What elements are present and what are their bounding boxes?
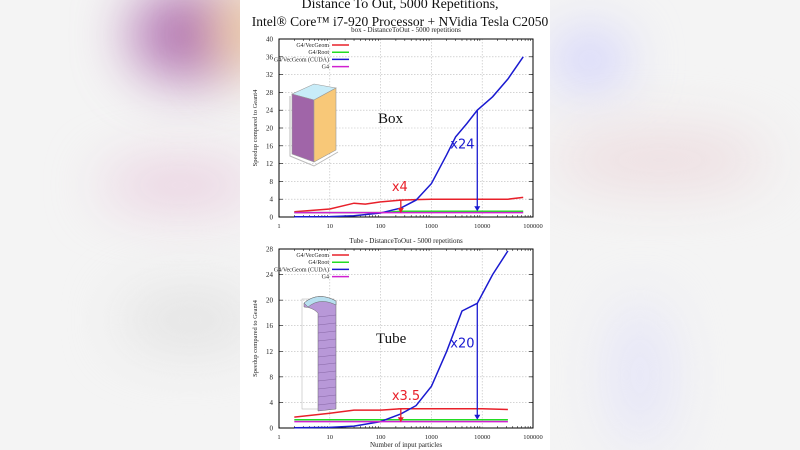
box-axes — [289, 96, 339, 167]
speedup-annotation: x20 — [450, 337, 474, 352]
y-tick-label: 4 — [270, 196, 274, 204]
plot-frame — [278, 248, 534, 429]
tube-mesh-line — [317, 370, 337, 374]
y-tick-label: 8 — [270, 373, 274, 381]
x-tick-label: 10000 — [474, 434, 490, 441]
x-tick-label: 1000 — [425, 434, 438, 441]
bg-blob-pink — [100, 165, 260, 205]
legend-label: G4 — [322, 65, 329, 71]
y-tick-label: 8 — [270, 178, 274, 186]
tube-mesh-line — [317, 386, 337, 390]
y-tick-label: 32 — [266, 71, 274, 79]
slide-title-line2: Intel® Core™ i7-920 Processor + NVidia T… — [251, 14, 549, 29]
box-front-face — [291, 93, 315, 163]
y-tick-label: 16 — [266, 142, 274, 150]
y-tick-label: 24 — [266, 107, 274, 115]
y-tick-label: 12 — [266, 160, 274, 168]
tube-mesh-line — [317, 394, 337, 398]
x-tick-label: 100 — [376, 434, 386, 441]
legend-label: G4/VecGeom — [296, 253, 329, 259]
shape-label: Box — [378, 111, 404, 127]
box-side-face — [313, 87, 337, 163]
tube-body — [303, 296, 337, 412]
box-chart: box - DistanceToOut - 5000 repetitions 0 4… — [252, 26, 543, 230]
legend-label: G4/Root — [308, 260, 329, 266]
tube-top — [303, 296, 337, 308]
tube-mesh-line — [317, 338, 337, 342]
chart-title: Tube - DistanceToOut - 5000 repetitions — [349, 237, 463, 245]
legend-label: G4/VecGeom — [296, 43, 329, 49]
tube-mesh-line — [317, 330, 337, 334]
bg-blob-rose — [550, 130, 770, 190]
x-tick-label: 1 — [277, 223, 280, 230]
y-tick-label: 12 — [266, 348, 274, 356]
bg-blob-gray — [120, 290, 260, 350]
tube-chart: Tube - DistanceToOut - 5000 repetitions 0… — [252, 237, 543, 449]
y-axis-label: Speedup compared to Geant4 — [252, 299, 259, 376]
tube-mesh-line — [317, 354, 337, 358]
x-tick-label: 100000 — [523, 223, 543, 230]
x-tick-label: 100 — [376, 223, 386, 230]
x-axis-label: Number of input particles — [370, 441, 442, 449]
y-tick-label: 28 — [266, 246, 274, 254]
x-tick-label: 10 — [327, 434, 334, 441]
slide-panel — [240, 0, 550, 450]
y-tick-label: 28 — [266, 89, 274, 97]
legend-label: G4 — [322, 275, 329, 281]
x-tick-label: 1 — [277, 434, 280, 441]
y-tick-label: 20 — [266, 297, 274, 305]
shape-label: Tube — [376, 331, 407, 347]
legend-label: G4/Root — [308, 50, 329, 56]
x-tick-label: 1000 — [425, 223, 438, 230]
speedup-annotation: x24 — [450, 138, 474, 153]
legend-label: G4/VecGeom (CUDA) — [274, 56, 329, 63]
bg-blob-blue — [555, 35, 625, 85]
tube-solid-image — [301, 296, 337, 412]
series-line-g4-vecgeom — [294, 408, 508, 418]
legend-label: G4/VecGeom (CUDA) — [274, 266, 329, 273]
tube-mesh-line — [317, 378, 337, 382]
chart-title: box - DistanceToOut - 5000 repetitions — [351, 26, 461, 34]
series-line-g4-vecgeom-cuda- — [294, 250, 509, 429]
tube-mesh-line — [317, 314, 337, 318]
y-tick-label: 16 — [266, 322, 274, 330]
y-tick-label: 0 — [270, 214, 274, 222]
y-axis-label: Speedup compared to Geant4 — [252, 89, 259, 166]
tube-mesh-line — [317, 362, 337, 366]
speedup-annotation: x3.5 — [392, 389, 420, 404]
y-tick-label: 40 — [266, 36, 274, 44]
y-tick-label: 4 — [270, 399, 274, 407]
speedup-arrowhead — [474, 414, 481, 420]
y-tick-label: 0 — [270, 425, 274, 433]
plot-frame — [278, 38, 534, 218]
x-tick-label: 10000 — [474, 223, 490, 230]
y-tick-label: 24 — [266, 271, 274, 279]
tube-mesh-line — [317, 322, 337, 326]
tube-mesh-line — [317, 402, 337, 406]
speedup-arrowhead — [397, 207, 404, 213]
y-tick-label: 36 — [266, 53, 274, 61]
speedup-arrowhead — [397, 417, 404, 423]
x-tick-label: 100000 — [523, 434, 543, 441]
speedup-arrowhead — [474, 206, 481, 212]
box-solid-image — [289, 83, 339, 167]
slide-title-line1: Distance To Out, 5000 Repetitions, — [301, 0, 499, 12]
x-tick-label: 10 — [327, 223, 334, 230]
bg-blob-lavender — [610, 300, 670, 450]
speedup-annotation: x4 — [392, 180, 408, 195]
series-line-g4-vecgeom-cuda- — [294, 56, 524, 218]
y-tick-label: 20 — [266, 125, 274, 133]
tube-mesh-line — [317, 346, 337, 350]
